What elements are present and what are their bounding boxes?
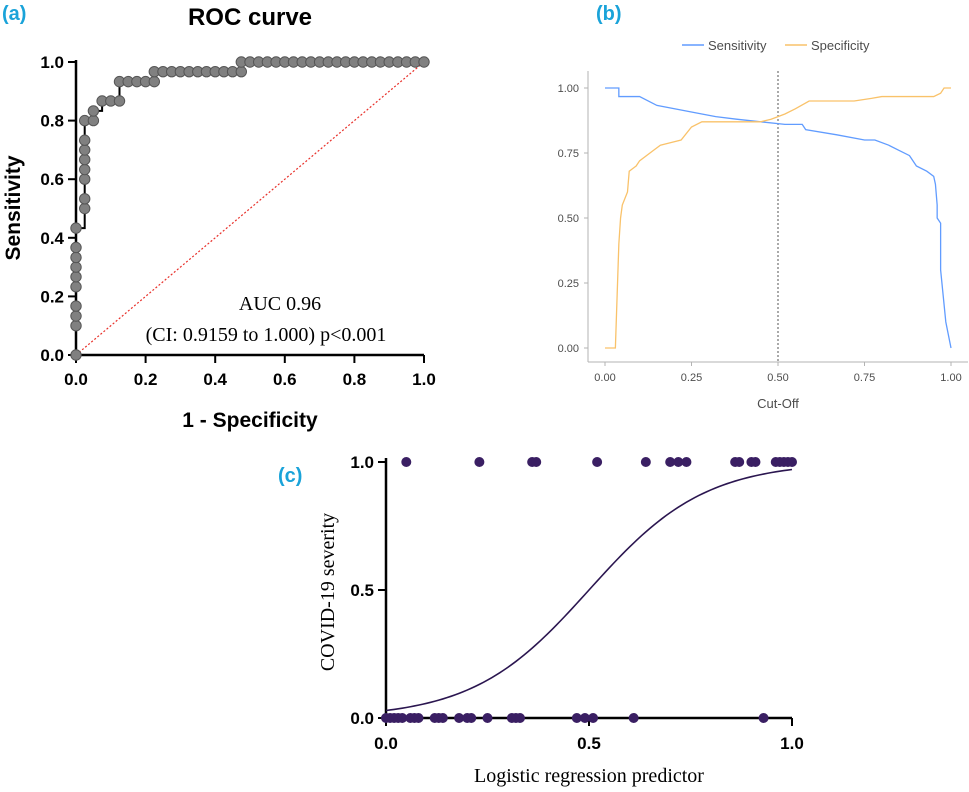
specificity-line	[605, 87, 951, 349]
x-tick-label-b: 0.25	[681, 372, 702, 384]
severe-point	[681, 457, 692, 467]
x-tick-label-a: 0.4	[203, 370, 227, 389]
x-tick-label-c: 0.0	[374, 734, 398, 753]
severe-point	[531, 457, 542, 467]
x-tick-label-b: 0.50	[767, 372, 788, 384]
y-tick-label-b: 0.25	[558, 278, 579, 290]
roc-point	[70, 251, 82, 264]
severe-point	[734, 457, 745, 467]
roc-point	[418, 56, 430, 68]
logistic-curve	[385, 468, 793, 712]
roc-point	[70, 241, 82, 254]
roc-point	[79, 173, 91, 185]
roc-point	[70, 320, 82, 332]
ci-annotation: (CI: 0.9159 to 1.000) p<0.001	[146, 324, 387, 346]
y-tick-label-a: 0.4	[40, 229, 64, 248]
roc-point	[79, 144, 91, 156]
panel-c: (c) 0.0 0.5 1.0 0.0 0.5 1.0 Logistic regression…	[278, 453, 804, 787]
y-tick-label-a: 0.2	[40, 287, 64, 306]
y-tick-label-a: 1.0	[40, 53, 64, 72]
auc-annotation: AUC 0.96	[239, 293, 321, 315]
non-severe-point	[579, 713, 590, 723]
non-severe-point	[628, 713, 639, 723]
roc-point	[70, 310, 82, 322]
x-tick-label-c: 1.0	[780, 734, 804, 753]
x-tick-label-a: 0.8	[343, 370, 367, 389]
non-severe-point	[413, 713, 424, 723]
x-tick-label-c: 0.5	[577, 734, 601, 753]
roc-point	[79, 202, 91, 215]
severe-point	[665, 457, 676, 467]
y-tick-label-a: 0.0	[40, 346, 64, 365]
non-severe-point	[466, 713, 477, 723]
roc-point	[79, 163, 91, 176]
roc-point	[79, 134, 91, 146]
x-axis-label-a: 1 - Specificity	[182, 409, 318, 432]
roc-point	[235, 65, 248, 78]
x-tick-label-a: 1.0	[412, 370, 436, 389]
y-tick-label-b: 0.00	[558, 343, 579, 355]
roc-point	[79, 153, 91, 166]
y-axis-label-c: COVID-19 severity	[317, 513, 339, 671]
non-severe-point	[571, 713, 582, 723]
x-axis-label-c: Logistic regression predictor	[474, 765, 704, 787]
roc-point	[70, 349, 82, 361]
non-severe-point	[397, 713, 408, 723]
x-tick-label-b: 0.75	[854, 372, 875, 384]
severe-point	[474, 457, 485, 467]
non-severe-point	[758, 713, 769, 723]
x-tick-label-a: 0.6	[273, 370, 297, 389]
non-severe-point	[482, 713, 493, 723]
y-tick-label-b: 1.00	[558, 83, 579, 95]
y-tick-label-a: 0.8	[40, 112, 64, 131]
severe-point	[401, 457, 412, 467]
roc-point	[87, 114, 100, 127]
y-tick-label-a: 0.6	[40, 170, 64, 189]
x-axis-label-b: Cut-Off	[757, 396, 799, 411]
x-tick-label-a: 0.0	[64, 370, 88, 389]
chart-title-a: ROC curve	[188, 4, 312, 31]
y-tick-label-c: 1.0	[350, 453, 374, 472]
roc-point	[148, 75, 161, 88]
non-severe-point	[437, 713, 448, 723]
severe-point	[673, 457, 684, 467]
roc-point	[113, 95, 126, 107]
legend-label-specificity: Specificity	[811, 38, 870, 53]
non-severe-point	[454, 713, 465, 723]
legend-b: Sensitivity Specificity	[682, 38, 870, 53]
roc-point	[70, 261, 82, 273]
severe-point	[640, 457, 651, 467]
panel-label-a: (a)	[2, 3, 26, 25]
severe-point	[787, 457, 797, 467]
y-tick-label-c: 0.5	[350, 581, 374, 600]
severe-point	[750, 457, 761, 467]
x-tick-label-a: 0.2	[134, 370, 158, 389]
roc-point	[70, 281, 82, 293]
panel-a: (a) ROC curve 0.0 0.2 0.4 0.6 0.8 1.0 0.0 0.2 0.4 0…	[2, 3, 436, 432]
y-tick-label-c: 0.0	[350, 709, 374, 728]
y-tick-label-b: 0.75	[558, 148, 579, 160]
severe-point	[592, 457, 603, 467]
roc-point	[87, 105, 100, 117]
panel-label-b: (b)	[596, 3, 622, 25]
x-tick-label-b: 0.00	[594, 372, 615, 384]
roc-point	[70, 300, 82, 312]
roc-point	[70, 222, 82, 234]
sensitivity-line	[605, 87, 952, 349]
panel-label-c: (c)	[278, 465, 302, 487]
non-severe-point	[588, 713, 599, 723]
x-tick-label-b: 1.00	[940, 372, 961, 384]
legend-label-sensitivity: Sensitivity	[708, 38, 767, 53]
roc-point	[79, 193, 91, 205]
y-tick-label-b: 0.50	[558, 213, 579, 225]
y-axis-label-a: Sensitivity	[2, 155, 25, 260]
non-severe-point	[514, 713, 525, 723]
panel-b: (b) 0.00 0.25 0.50 0.75 1.00 0.00 0.25 0.50 0.75 1…	[558, 3, 968, 411]
roc-point	[70, 271, 82, 283]
